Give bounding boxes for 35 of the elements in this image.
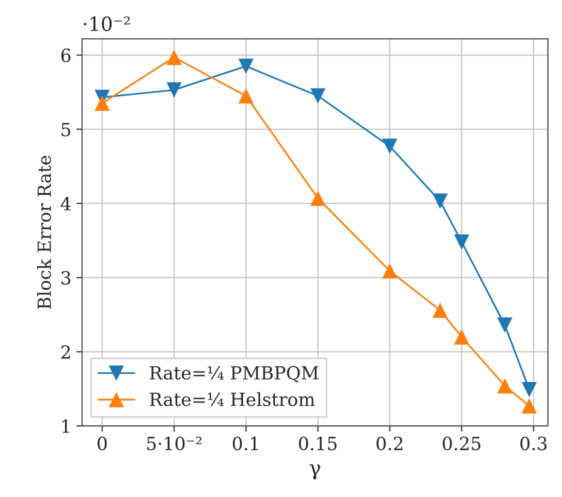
legend-label: Rate=¼ Helstrom: [150, 392, 315, 406]
y-tick-label: 2: [61, 345, 70, 359]
point: [238, 88, 254, 104]
point: [522, 382, 537, 398]
point: [432, 302, 448, 318]
point: [238, 58, 254, 74]
x-tick-label: 0.3: [520, 436, 547, 450]
point: [454, 234, 470, 250]
y-tick-label: 4: [60, 196, 71, 210]
point: [497, 378, 512, 394]
point: [310, 190, 326, 206]
x-tick-label: 5·10⁻²: [147, 436, 202, 450]
point: [522, 398, 537, 414]
y-axis-title: Block Error Rate: [37, 156, 52, 309]
point: [310, 88, 326, 104]
y-tick-label: 5: [62, 122, 70, 136]
y-tick-label: 6: [61, 48, 70, 62]
point: [432, 194, 448, 209]
point: [94, 96, 110, 111]
y-tick-label: 1: [62, 419, 70, 433]
point: [382, 138, 398, 154]
point: [497, 317, 512, 333]
x-tick-label: 0.1: [232, 436, 258, 450]
point: [454, 329, 470, 345]
y-tick-label: 3: [62, 271, 70, 285]
x-tick-label: 0.15: [298, 436, 337, 450]
point: [166, 50, 182, 65]
x-tick-label: 0.2: [376, 436, 402, 450]
point: [382, 263, 398, 279]
x-tick-label: 0.25: [442, 436, 480, 450]
legend-label: Rate=¼ PMBPQM: [150, 366, 318, 382]
text: ·10⁻²: [84, 16, 130, 32]
point: [166, 82, 182, 98]
x-tick-label: 0: [98, 436, 107, 450]
x-axis-title: γ: [310, 464, 320, 480]
